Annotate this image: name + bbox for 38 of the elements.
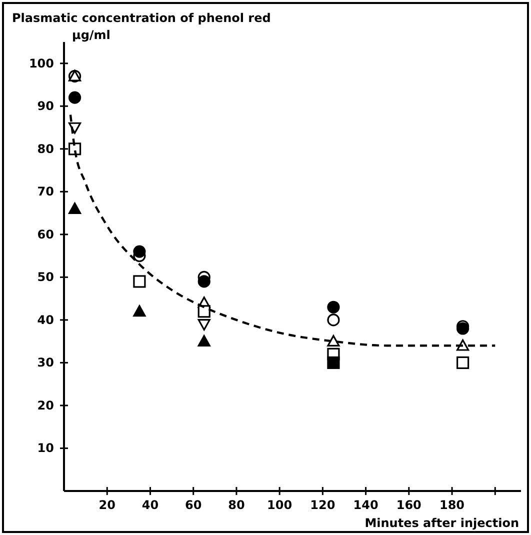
line-series: [69, 114, 496, 347]
y-tick-label: 90: [37, 99, 54, 114]
y-tick-label: 10: [37, 441, 54, 456]
x-axis-title: Minutes after injection: [364, 516, 519, 530]
x-tick-label: 40: [142, 498, 159, 512]
x-tick-label: 80: [228, 498, 245, 512]
chart-title: Plasmatic concentration of phenol red: [12, 11, 271, 25]
y-tick-label: 80: [37, 142, 54, 156]
x-tick-label: 60: [184, 498, 202, 512]
point: [133, 305, 146, 317]
x-tick-label: 120: [310, 498, 336, 512]
y-tick-label: 70: [37, 184, 54, 199]
point: [327, 314, 340, 326]
y-tick-label: 30: [37, 356, 54, 370]
point: [133, 275, 146, 288]
point: [327, 356, 340, 370]
point: [198, 275, 210, 288]
point: [327, 300, 340, 314]
y-axis-title: μg/ml: [72, 28, 110, 42]
y-tick-label: 20: [37, 398, 54, 412]
x-tick-label: 140: [353, 498, 378, 512]
point: [327, 335, 340, 347]
point: [68, 202, 82, 214]
y-tick-label: 40: [37, 312, 54, 327]
x-tick-label: 20: [98, 498, 116, 512]
point: [68, 91, 82, 104]
y-tick-label: 50: [37, 270, 54, 284]
point: [198, 335, 210, 347]
point: [68, 122, 82, 134]
x-tick-label: 160: [396, 498, 422, 512]
point: [198, 319, 210, 331]
point: [456, 356, 470, 370]
x-tick-label: 180: [439, 498, 465, 512]
x-tick-label: 100: [267, 498, 292, 512]
y-tick-label: 60: [37, 227, 54, 242]
point: [133, 245, 146, 258]
y-tick-label: 100: [28, 56, 54, 70]
point: [198, 305, 210, 318]
